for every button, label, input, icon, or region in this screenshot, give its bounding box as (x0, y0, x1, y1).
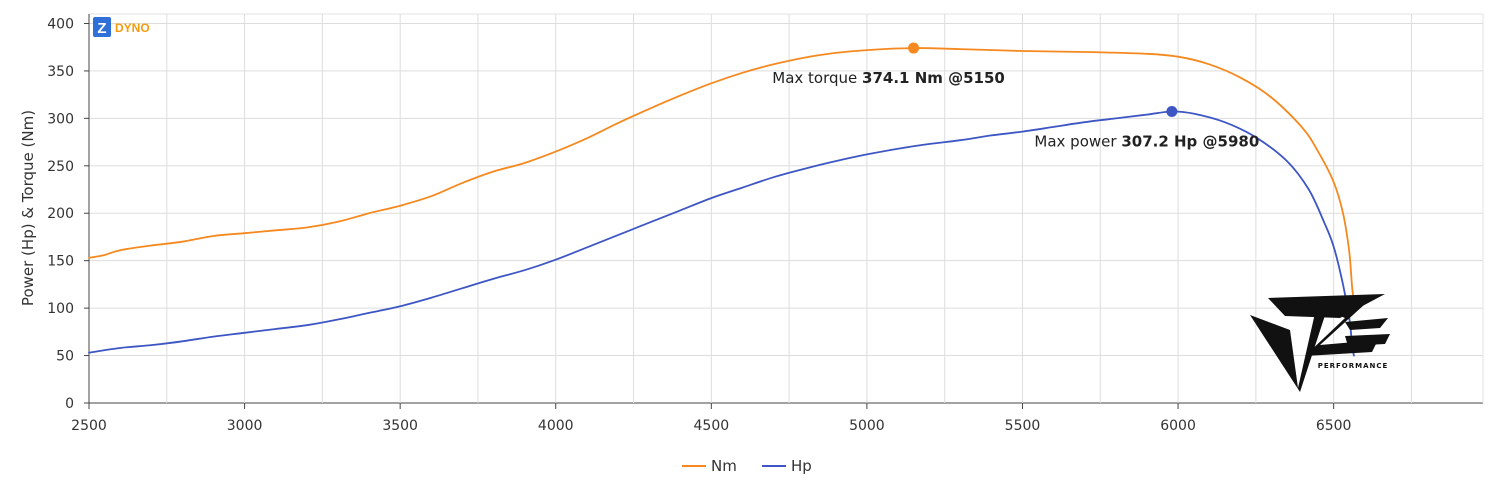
x-tick-label: 3500 (382, 418, 418, 434)
logo-letter: Z (97, 20, 106, 37)
x-tick-label: 5500 (1005, 418, 1041, 434)
logo-badge (93, 17, 111, 37)
watermark-brush-top (1268, 294, 1385, 318)
watermark-brush-v (1250, 300, 1330, 392)
performance-watermark: PERFORMANCE (1250, 294, 1390, 392)
max-label-title: Max torque (772, 69, 862, 87)
y-tick-label: 150 (47, 254, 74, 270)
legend: Nm Hp (682, 457, 812, 475)
max-label-value: 374.1 Nm @5150 (862, 69, 1005, 87)
x-tick-label: 3000 (227, 418, 263, 434)
series-line-nm (88, 47, 1357, 309)
x-tick-label: 6500 (1316, 418, 1352, 434)
y-tick-label: 350 (47, 64, 74, 80)
legend-label-nm: Nm (711, 457, 737, 475)
series-group (88, 47, 1357, 357)
max-label-title: Max power (1034, 133, 1121, 151)
zdyno-logo: Z DYNO (93, 17, 150, 37)
grid (88, 13, 1484, 404)
x-tick-label: 6000 (1160, 418, 1196, 434)
y-tick-label: 250 (47, 159, 74, 175)
max-label-value: 307.2 Hp @5980 (1121, 133, 1259, 151)
x-tick-label: 5000 (849, 418, 885, 434)
x-tick-label: 4500 (694, 418, 730, 434)
y-tick-label: 300 (47, 111, 74, 127)
series-line-hp (88, 110, 1355, 357)
watermark-brush-e (1345, 318, 1390, 346)
max-label-hp: Max power 307.2 Hp @5980 (1034, 133, 1259, 151)
logo-text: DYNO (115, 21, 150, 35)
axes: 0 50 100 150 200 250 300 350 400 2500 3000 3500 4000… (47, 14, 1351, 434)
y-tick-label: 400 (47, 16, 74, 32)
max-marker-hp (1166, 106, 1178, 118)
max-marker-nm (908, 42, 920, 54)
watermark-text: PERFORMANCE (1318, 362, 1389, 370)
y-tick-label: 0 (65, 396, 74, 412)
y-tick-label: 50 (56, 349, 74, 365)
legend-label-hp: Hp (791, 457, 812, 475)
y-tick-label: 100 (47, 301, 74, 317)
y-axis-label: Power (Hp) & Torque (Nm) (19, 110, 37, 306)
max-label-nm: Max torque 374.1 Nm @5150 (772, 69, 1005, 87)
annotations: Max torque 374.1 Nm @5150 Max power 307.2… (772, 42, 1259, 151)
x-tick-label: 2500 (71, 418, 107, 434)
x-tick-label: 4000 (538, 418, 574, 434)
y-tick-label: 200 (47, 206, 74, 222)
